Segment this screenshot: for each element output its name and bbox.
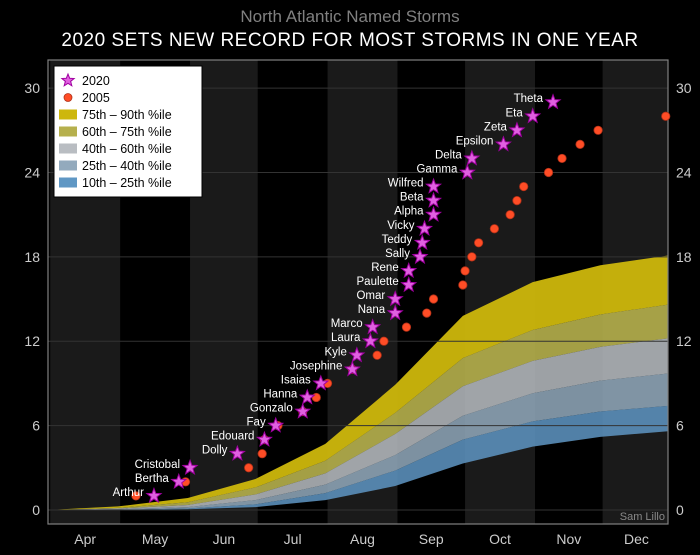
legend-label: 2020	[82, 74, 110, 88]
legend-swatch-icon	[59, 110, 77, 120]
ytick-left: 18	[24, 249, 40, 265]
ytick-right: 0	[676, 502, 684, 518]
legend-label: 2005	[82, 91, 110, 105]
point-2005	[429, 295, 437, 303]
storm-label: Arthur	[113, 487, 144, 499]
legend-swatch-icon	[59, 161, 77, 171]
point-2005	[373, 351, 381, 359]
storm-label: Fay	[247, 417, 266, 429]
month-label: Aug	[350, 531, 375, 547]
point-2005	[244, 464, 252, 472]
storm-label: Bertha	[135, 473, 169, 485]
ytick-left: 0	[32, 502, 40, 518]
point-2005	[520, 182, 528, 190]
storm-label: Gonzalo	[250, 403, 293, 415]
legend-label: 75th – 90th %ile	[82, 108, 172, 122]
point-2005	[513, 196, 521, 204]
storm-label: Isaias	[281, 374, 311, 386]
storm-label: Rene	[371, 262, 399, 274]
storm-label: Delta	[435, 149, 462, 161]
storm-label: Omar	[356, 290, 385, 302]
point-2005	[380, 337, 388, 345]
point-2005	[423, 309, 431, 317]
point-2005	[312, 393, 320, 401]
storm-label: Wilfred	[388, 178, 424, 190]
point-2005	[594, 126, 602, 134]
storm-label: Dolly	[202, 445, 228, 457]
storm-label: Alpha	[394, 206, 424, 218]
month-label: Nov	[556, 531, 581, 547]
legend-label: 25th – 40th %ile	[82, 159, 172, 173]
storm-label: Beta	[400, 192, 424, 204]
legend-swatch-icon	[59, 144, 77, 154]
point-2005	[258, 449, 266, 457]
storm-label: Kyle	[324, 346, 346, 358]
storm-chart: North Atlantic Named Storms 2020 SETS NE…	[0, 0, 700, 555]
storm-label: Nana	[358, 304, 386, 316]
storm-label: Cristobal	[135, 459, 180, 471]
month-label: Dec	[624, 531, 649, 547]
ytick-right: 30	[676, 80, 692, 96]
storm-label: Teddy	[382, 234, 413, 246]
legend-label: 40th – 60th %ile	[82, 142, 172, 156]
point-2005	[662, 112, 670, 120]
storm-label: Sally	[385, 248, 410, 260]
storm-label: Hanna	[263, 388, 297, 400]
storm-label: Zeta	[484, 121, 508, 133]
point-2005	[461, 267, 469, 275]
ytick-right: 6	[676, 418, 684, 434]
storm-label: Theta	[514, 93, 544, 105]
point-2005	[490, 225, 498, 233]
ytick-left: 30	[24, 80, 40, 96]
legend-dot-icon	[64, 94, 72, 102]
storm-label: Marco	[331, 318, 363, 330]
legend-swatch-icon	[59, 178, 77, 188]
ytick-right: 24	[676, 164, 692, 180]
chart-title: 2020 SETS NEW RECORD FOR MOST STORMS IN …	[61, 30, 638, 51]
point-2005	[468, 253, 476, 261]
storm-label: Edouard	[211, 431, 254, 443]
ytick-right: 12	[676, 333, 692, 349]
point-2005	[459, 281, 467, 289]
ytick-right: 18	[676, 249, 692, 265]
point-2005	[402, 323, 410, 331]
point-2005	[544, 168, 552, 176]
month-label: Jun	[213, 531, 236, 547]
month-label: Jul	[284, 531, 302, 547]
point-2005	[558, 154, 566, 162]
legend-swatch-icon	[59, 127, 77, 137]
legend-label: 60th – 75th %ile	[82, 125, 172, 139]
author-label: Sam Lillo	[620, 511, 665, 523]
ytick-left: 6	[32, 418, 40, 434]
month-label: May	[142, 531, 168, 547]
ytick-left: 24	[24, 164, 40, 180]
storm-label: Josephine	[290, 360, 342, 372]
month-label: Oct	[489, 531, 511, 547]
point-2005	[576, 140, 584, 148]
storm-label: Gamma	[416, 164, 458, 176]
ytick-left: 12	[24, 333, 40, 349]
storm-label: Paulette	[357, 276, 399, 288]
storm-label: Vicky	[387, 220, 415, 232]
month-label: Apr	[74, 531, 96, 547]
storm-label: Epsilon	[456, 135, 494, 147]
storm-label: Laura	[331, 332, 361, 344]
point-2005	[506, 210, 514, 218]
storm-label: Eta	[505, 107, 523, 119]
month-label: Sep	[419, 531, 444, 547]
chart-subtitle: North Atlantic Named Storms	[240, 7, 459, 26]
point-2005	[474, 239, 482, 247]
legend-label: 10th – 25th %ile	[82, 176, 172, 190]
